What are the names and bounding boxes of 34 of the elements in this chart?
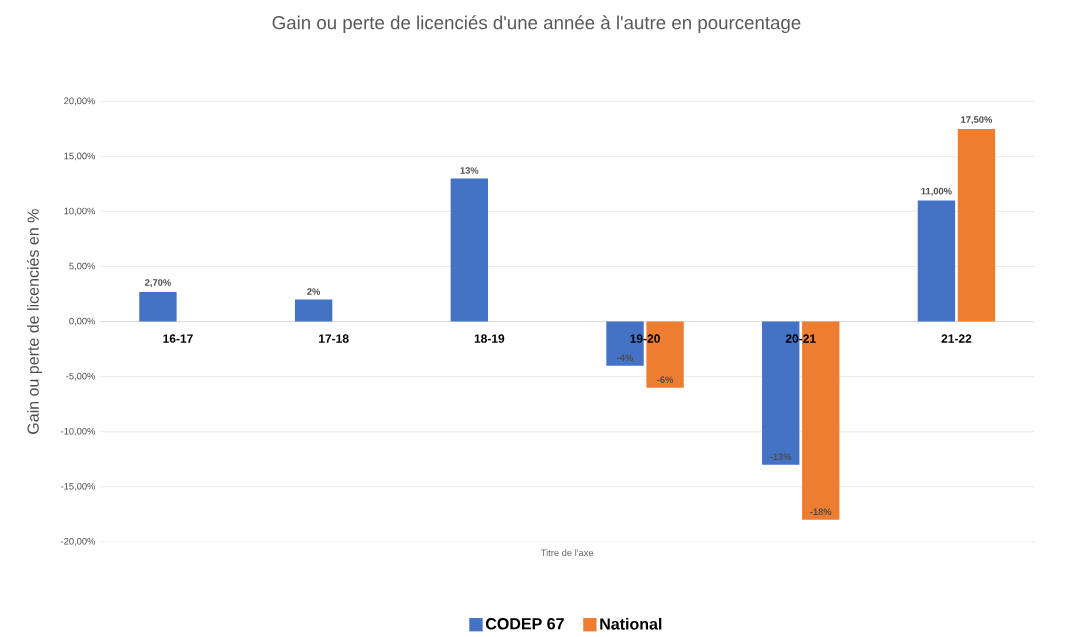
x-tick-label: 20-21 [785, 334, 816, 343]
x-tick-label: 19-20 [630, 334, 660, 343]
x-tick-label: 17-18 [319, 334, 349, 343]
x-tick-label: 16-17 [163, 334, 193, 343]
y-tick-label: 10,00% [64, 207, 96, 216]
data-label: 13% [460, 167, 479, 174]
bar [957, 129, 996, 322]
bar [139, 291, 177, 322]
data-label: 2,70% [145, 279, 171, 288]
bar [917, 200, 956, 322]
y-tick-label: -15,00% [61, 483, 96, 491]
legend-label: National [600, 617, 662, 630]
data-label: -6% [657, 376, 674, 384]
y-tick-label: 20,00% [64, 97, 96, 106]
data-label: 11,00% [921, 187, 952, 196]
data-label: -13% [770, 453, 792, 461]
y-tick-label: 5,00% [69, 262, 96, 271]
bar [294, 299, 333, 322]
y-tick-label: -5,00% [66, 372, 96, 381]
y-tick-label: -20,00% [61, 538, 96, 546]
data-label: -18% [810, 508, 832, 516]
legend-label: CODEP 67 [485, 618, 564, 630]
bar [450, 178, 489, 322]
data-label: -4% [617, 354, 634, 362]
x-axis-title: Titre de l'axe [540, 549, 594, 557]
y-axis-title: Gain ou perte de licenciés en % [26, 209, 42, 434]
data-label: 17,50% [961, 116, 993, 125]
x-tick-label: 18-19 [474, 334, 505, 343]
y-tick-label: -10,00% [61, 427, 96, 436]
y-tick-label: 15,00% [64, 152, 96, 161]
y-tick-label: 0,00% [69, 317, 96, 326]
x-tick-label: 21-22 [941, 334, 972, 343]
chart-title: Gain ou perte de licenciés d'une année à l'autre en pourcentage [272, 15, 801, 34]
data-label: 2% [307, 288, 321, 295]
